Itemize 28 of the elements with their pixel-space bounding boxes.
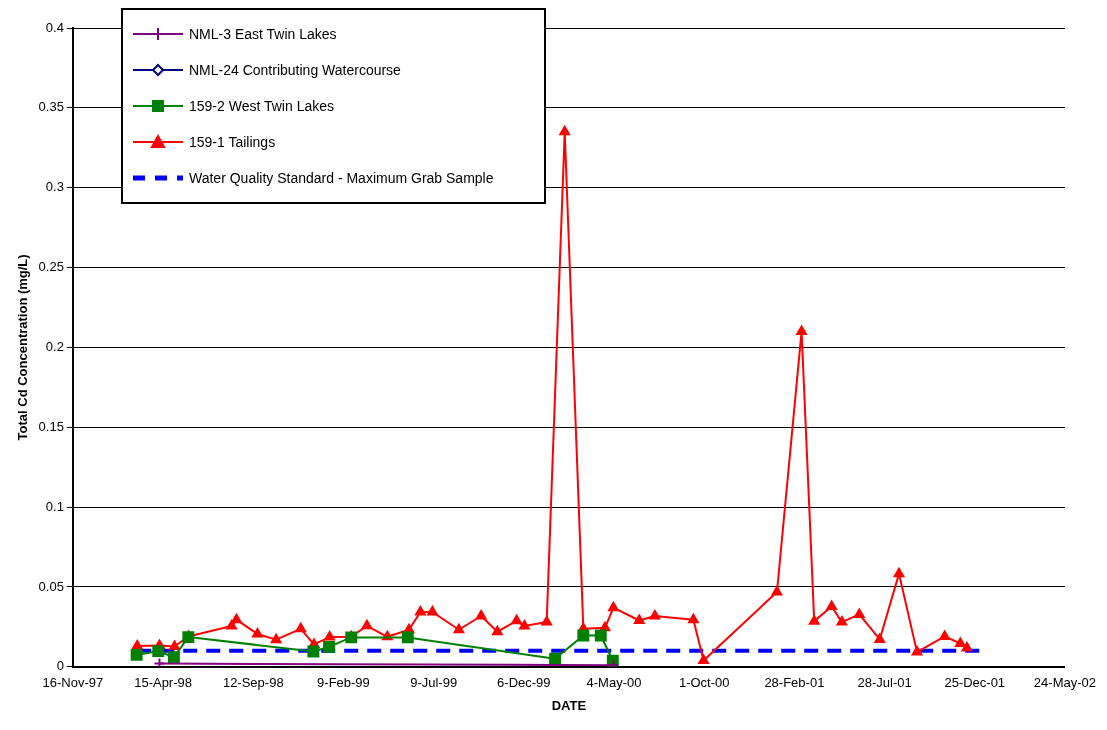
y-tick-label: 0.35 (38, 99, 64, 115)
y-tick-label: 0.25 (38, 259, 64, 275)
x-tick-label: 16-Nov-97 (42, 675, 104, 691)
x-tick-label: 15-Apr-98 (134, 675, 192, 691)
x-tick-label: 4-May-00 (586, 675, 642, 691)
legend-label: NML-3 East Twin Lakes (189, 26, 337, 42)
legend-label: 159-1 Tailings (189, 134, 276, 150)
legend-label: NML-24 Contributing Watercourse (189, 62, 401, 78)
x-axis-title: DATE (551, 697, 587, 713)
y-axis-title: Total Cd Concentration (mg/L) (15, 254, 31, 441)
x-tick-label: 28-Feb-01 (764, 675, 825, 691)
y-tick-label: 0.15 (38, 418, 64, 434)
x-tick-label: 1-Oct-00 (678, 675, 730, 691)
x-tick-label: 6-Dec-99 (497, 675, 551, 691)
legend-label: 159-2 West Twin Lakes (189, 98, 335, 114)
x-tick-label: 25-Dec-01 (944, 675, 1006, 691)
y-tick-label: 0.2 (45, 338, 64, 354)
legend-label: Water Quality Standard - Maximum Grab Sample (189, 170, 494, 186)
x-tick-label: 9-Feb-99 (317, 675, 370, 691)
y-tick-label: 0.05 (38, 578, 64, 594)
y-tick-label: 0.1 (45, 498, 64, 514)
y-tick-label: 0.3 (45, 179, 64, 195)
y-tick-label: 0.4 (45, 19, 64, 35)
x-tick-label: 24-May-02 (1033, 675, 1096, 691)
x-tick-label: 28-Jul-01 (857, 675, 912, 691)
y-tick-label: 0 (56, 658, 64, 674)
x-tick-label: 9-Jul-99 (410, 675, 458, 691)
x-tick-label: 12-Sep-98 (222, 675, 284, 691)
